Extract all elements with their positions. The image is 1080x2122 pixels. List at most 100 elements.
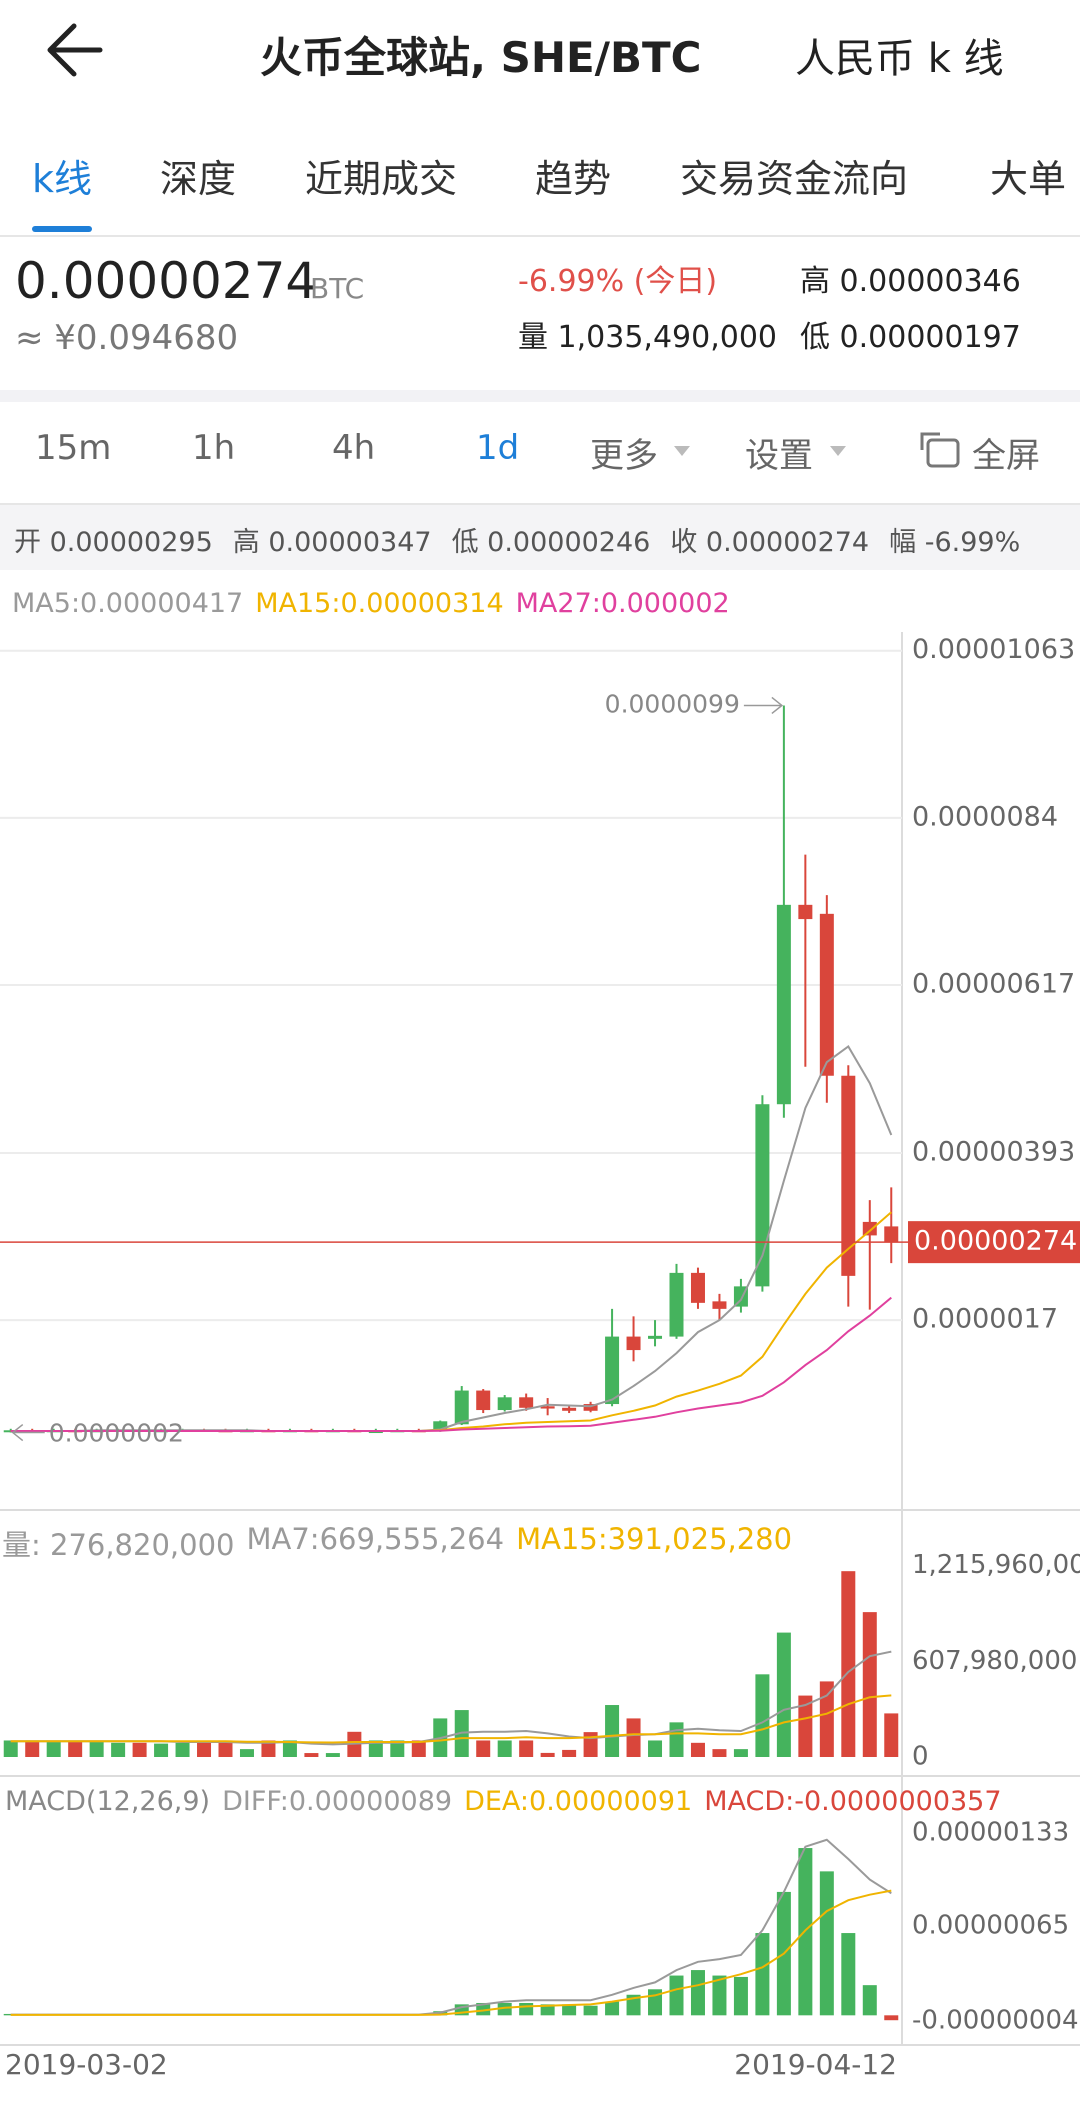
fullscreen-icon[interactable] bbox=[920, 432, 960, 468]
macd-bar bbox=[841, 1933, 856, 2016]
macd-bar bbox=[755, 1933, 770, 2016]
macd-bar bbox=[476, 2002, 491, 2016]
y-tick-label: 0.00000133 bbox=[912, 1817, 1069, 1847]
ma-line bbox=[10, 1296, 892, 1432]
volume-bar bbox=[368, 1740, 383, 1757]
legend-item: MA5:0.00000417 bbox=[12, 588, 244, 619]
volume-bar bbox=[733, 1749, 748, 1757]
ohlc-item: 收 0.00000274 bbox=[670, 527, 870, 558]
candle-body bbox=[583, 1404, 598, 1411]
candle-body bbox=[626, 1336, 641, 1351]
y-tick-label: 0.00000617 bbox=[912, 969, 1075, 1000]
ma-line bbox=[10, 1694, 892, 1744]
macd-bar bbox=[819, 1871, 834, 2016]
y-tick-label: 0.0000084 bbox=[912, 801, 1058, 832]
volume-bar bbox=[25, 1740, 40, 1757]
tab[interactable]: 大单 bbox=[990, 157, 1067, 201]
volume-bar bbox=[669, 1722, 684, 1757]
volume-bar bbox=[390, 1740, 405, 1757]
y-tick-label: -0.00000004 bbox=[912, 2005, 1079, 2035]
candle-body bbox=[690, 1272, 705, 1303]
y-tick-label: 0 bbox=[912, 1742, 929, 1772]
candle-body bbox=[648, 1335, 663, 1339]
candle-body bbox=[519, 1397, 534, 1408]
macd-bar bbox=[562, 2004, 577, 2016]
last-price-label: 0.00000274 bbox=[914, 1226, 1077, 1257]
legend-item: MA15:391,025,280 bbox=[516, 1522, 793, 1556]
volume-bar bbox=[111, 1742, 126, 1757]
volume-bar bbox=[411, 1740, 426, 1757]
volume-bar bbox=[519, 1740, 534, 1757]
tab-underline bbox=[32, 226, 92, 232]
candle-body bbox=[476, 1390, 491, 1411]
volume-bar bbox=[819, 1681, 834, 1757]
cny-price: ≈ ¥0.094680 bbox=[15, 318, 239, 358]
tab[interactable]: 趋势 bbox=[535, 157, 612, 201]
macd-bar bbox=[519, 2002, 534, 2016]
interval[interactable]: 设置 bbox=[745, 436, 813, 476]
mode-label[interactable]: 人民币 k 线 bbox=[795, 36, 1004, 82]
volume-bar bbox=[841, 1571, 856, 1757]
candle-body bbox=[755, 1104, 770, 1287]
tab[interactable]: 近期成交 bbox=[305, 157, 458, 201]
interval[interactable]: 1h bbox=[192, 428, 236, 468]
y-tick-label: 0.00001063 bbox=[912, 634, 1075, 665]
back-icon[interactable] bbox=[47, 23, 103, 77]
volume-bar bbox=[132, 1742, 147, 1757]
macd-bar bbox=[690, 1970, 705, 2016]
volume-bar bbox=[626, 1718, 641, 1757]
ohlc-item: 开 0.00000295 bbox=[14, 527, 213, 558]
candle-body bbox=[454, 1390, 469, 1425]
macd-bar bbox=[454, 2004, 469, 2016]
candle-body bbox=[841, 1075, 856, 1276]
interval[interactable]: 全屏 bbox=[972, 436, 1040, 476]
macd-bar bbox=[712, 1975, 727, 2016]
volume-bar bbox=[540, 1752, 555, 1757]
candle-body bbox=[562, 1407, 577, 1411]
volume-bar bbox=[562, 1749, 577, 1757]
dropdown-icon bbox=[674, 446, 690, 456]
annotation-label: 0.0000099 bbox=[605, 689, 740, 718]
macd-bar bbox=[497, 2002, 512, 2016]
legend: MACD(12,26,9) DIFF:0.00000089 DEA:0.00000… bbox=[5, 1786, 1002, 1817]
volume-24h: 量 1,035,490,000 bbox=[518, 320, 778, 355]
volume-bar bbox=[3, 1740, 18, 1757]
candle-body bbox=[884, 1226, 899, 1243]
price-unit: BTC bbox=[310, 272, 365, 305]
volume-bar bbox=[798, 1695, 813, 1757]
last-price-box bbox=[908, 1221, 1080, 1264]
volume-bar bbox=[476, 1740, 491, 1757]
candle-body bbox=[540, 1406, 555, 1409]
tab[interactable]: 交易资金流向 bbox=[680, 157, 909, 201]
legend-item: MA7:669,555,264 bbox=[246, 1522, 505, 1556]
legend-item: MA27:0.000002 bbox=[515, 588, 730, 619]
candle-body bbox=[712, 1301, 727, 1309]
x-tick-label: 2019-03-02 bbox=[5, 2048, 168, 2081]
interval[interactable]: 1d bbox=[476, 428, 520, 468]
annotation-arrowhead bbox=[11, 1423, 24, 1442]
title: 火币全球站, SHE/BTC bbox=[260, 33, 702, 82]
volume-bar bbox=[884, 1713, 899, 1757]
tab[interactable]: k线 bbox=[32, 157, 93, 201]
ohlc-info: 开 0.00000295 高 0.00000347 低 0.00000246 收… bbox=[14, 520, 1020, 559]
volume-bar bbox=[325, 1753, 340, 1757]
volume-bar bbox=[304, 1753, 319, 1757]
separator bbox=[0, 390, 1080, 402]
ma-line bbox=[10, 1889, 892, 2016]
ohlc-item: 低 0.00000246 bbox=[451, 527, 651, 558]
macd-bar bbox=[626, 1994, 641, 2016]
candle-body bbox=[669, 1272, 684, 1337]
macd-bar bbox=[884, 2015, 899, 2021]
volume-bar bbox=[690, 1742, 705, 1757]
legend: 量: 276,820,000 MA7:669,555,264 MA15:391,0… bbox=[2, 1522, 792, 1564]
interval[interactable]: 更多 bbox=[590, 436, 658, 476]
legend-item: MACD:-0.0000000357 bbox=[704, 1786, 1002, 1817]
volume-bar bbox=[776, 1632, 791, 1757]
volume-bar bbox=[497, 1740, 512, 1757]
interval[interactable]: 4h bbox=[332, 428, 376, 468]
ohlc-item: 幅 -6.99% bbox=[889, 527, 1021, 558]
tab[interactable]: 深度 bbox=[160, 157, 237, 201]
volume-bar bbox=[175, 1742, 190, 1757]
interval[interactable]: 15m bbox=[35, 428, 112, 468]
